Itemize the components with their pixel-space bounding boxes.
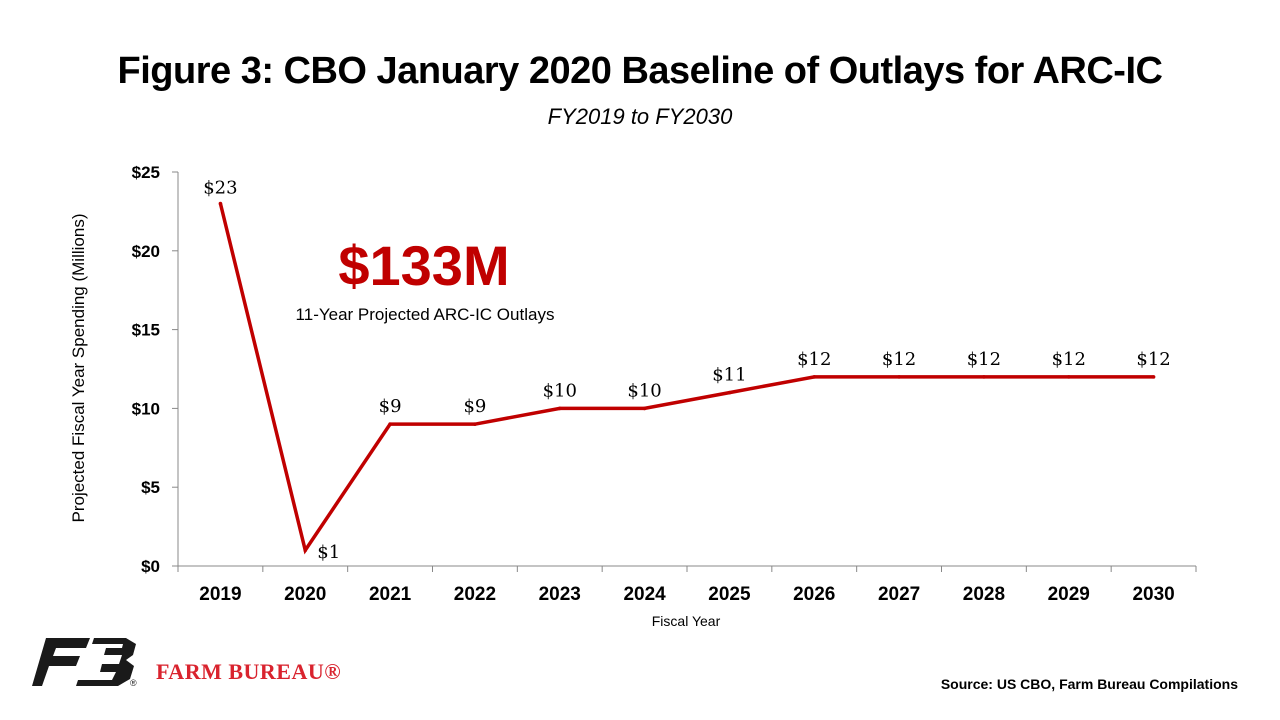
data-point [473,422,477,426]
data-label: $9 [379,396,402,417]
data-point [557,406,562,411]
x-tick-label: 2030 [1132,584,1174,605]
x-tick-label: 2019 [199,584,241,605]
x-ticks: 2019 2020 2021 2022 2023 2024 2025 2026 2027 2028… [177,566,1197,605]
chart-title: Figure 3: CBO January 2020 Baseline of O… [117,50,1163,92]
svg-text:®: ® [130,678,137,686]
data-point [897,375,901,379]
y-tick-label: $20 [132,242,160,261]
y-tick-label: $0 [141,557,160,576]
data-label: $11 [712,365,746,386]
x-axis-label: Fiscal Year [652,613,721,629]
data-label: $12 [1052,349,1086,370]
x-tick-label: 2023 [539,584,581,605]
data-point [1066,375,1071,379]
data-point [642,406,647,411]
line-chart: $0 $5 $10 $15 $20 $25 2019 2020 2021 2022 2023 202… [69,163,1197,629]
data-label: $12 [1136,349,1170,370]
data-label: $9 [463,396,486,417]
x-tick-label: 2028 [963,584,1005,605]
y-tick-label: $10 [132,399,160,418]
x-tick-label: 2029 [1048,584,1090,605]
data-point [982,375,986,379]
data-point [1151,375,1156,379]
x-tick-label: 2027 [878,584,920,605]
series-group [218,201,1156,555]
data-label: $10 [627,380,661,401]
chart-subtitle: FY2019 to FY2030 [547,104,733,129]
data-label: $12 [967,349,1001,370]
brand-name: FARM BUREAU® [156,659,342,684]
data-label: $12 [797,349,831,370]
data-point [303,548,308,553]
farm-bureau-fb-logo-icon: ® [32,638,142,691]
series-line [218,203,1154,555]
chart-axes [177,172,1196,567]
data-point [812,375,817,379]
y-axis-label: Projected Fiscal Year Spending (Millions… [69,214,88,523]
y-tick-label: $15 [132,321,160,340]
data-label: $1 [317,542,340,563]
data-label: $23 [203,178,237,199]
total-outlays-value: $133M [338,234,509,297]
x-tick-label: 2024 [623,584,666,605]
data-label: $10 [543,380,577,401]
x-tick-label: 2025 [708,584,751,605]
data-point [218,201,223,206]
y-tick-label: $5 [141,478,160,497]
total-outlays-caption: 11-Year Projected ARC-IC Outlays [296,305,555,324]
data-label: $12 [882,349,916,370]
x-tick-label: 2022 [454,584,496,605]
y-tick-label: $25 [132,163,160,182]
x-tick-label: 2020 [284,584,326,605]
data-point [388,422,392,426]
source-note: Source: US CBO, Farm Bureau Compilations [940,676,1238,692]
y-ticks: $0 $5 $10 $15 $20 $25 [132,163,178,576]
data-labels: $23 $1 $9 $9 $10 $10 $11 $12 $12 $12 $12 $12 [203,178,1171,564]
x-tick-label: 2021 [369,584,412,605]
x-tick-label: 2026 [793,584,835,605]
data-point [727,390,732,395]
